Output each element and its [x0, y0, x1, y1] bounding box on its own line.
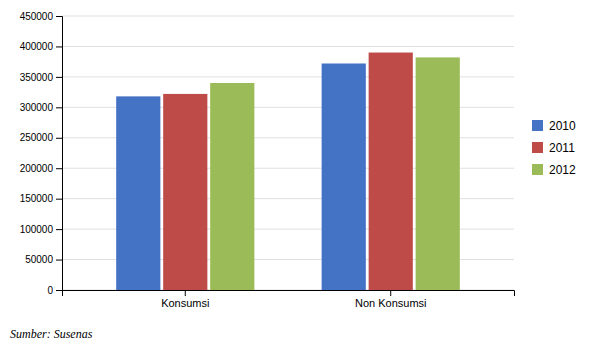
tick: 200000	[20, 163, 62, 174]
tick-mark	[56, 107, 62, 108]
chart: 0 50000 100000 150000 200000 250000 300000 3500…	[0, 0, 614, 346]
legend-swatch	[532, 142, 543, 153]
legend-label: 2010	[549, 119, 576, 133]
legend-label: 2012	[549, 163, 576, 177]
y-axis: 0 50000 100000 150000 200000 250000 300000 3500…	[20, 11, 63, 296]
axis-line	[56, 17, 63, 291]
tick: 400000	[20, 41, 62, 52]
tick-label: 300000	[20, 102, 54, 113]
tick-label: 350000	[20, 72, 54, 83]
tick-label: 0	[47, 285, 53, 296]
legend-item: 2010	[532, 119, 576, 133]
tick-label: Konsumsi	[161, 297, 209, 309]
legend-swatch	[532, 164, 543, 175]
tick: 350000	[20, 72, 62, 83]
tick: Non Konsumsi	[355, 290, 427, 309]
source-note: Sumber: Susenas	[10, 327, 93, 341]
tick: Konsumsi	[161, 290, 209, 309]
tick-mark	[390, 290, 391, 296]
bar	[416, 57, 460, 290]
tick-mark	[56, 77, 62, 78]
bar	[116, 96, 160, 290]
tick: 50000	[25, 254, 62, 265]
tick-label: 200000	[20, 163, 54, 174]
tick: 0	[47, 285, 62, 296]
tick: 250000	[20, 132, 62, 143]
tick-mark	[56, 138, 62, 139]
bar-series	[210, 57, 460, 290]
tick: 100000	[20, 224, 62, 235]
bar	[369, 53, 413, 290]
tick-mark	[56, 168, 62, 169]
tick-label: 50000	[25, 254, 53, 265]
tick: 300000	[20, 102, 62, 113]
tick: 450000	[20, 11, 62, 22]
bars	[116, 53, 460, 290]
legend-swatch	[532, 120, 543, 131]
tick-mark	[56, 46, 62, 47]
tick-label: 150000	[20, 193, 54, 204]
plot: 0 50000 100000 150000 200000 250000 300000 3500…	[20, 11, 515, 309]
tick-mark	[56, 260, 62, 261]
bar	[163, 94, 207, 290]
bar	[322, 63, 366, 290]
bar	[210, 83, 254, 290]
tick-mark	[56, 229, 62, 230]
grid-line	[62, 16, 514, 17]
legend: 2010 2011 2012	[532, 119, 576, 177]
tick-mark	[56, 290, 62, 291]
tick-label: 450000	[20, 11, 54, 22]
tick-label: Non Konsumsi	[355, 297, 427, 309]
tick-mark	[56, 199, 62, 200]
tick-mark	[185, 290, 186, 296]
tick: 150000	[20, 193, 62, 204]
tick-mark	[56, 16, 62, 17]
bar-series	[116, 63, 366, 290]
tick-label: 250000	[20, 132, 54, 143]
tick-label: 100000	[20, 224, 54, 235]
x-axis: Konsumsi Non Konsumsi	[63, 290, 515, 309]
grid-line	[62, 46, 514, 47]
axis-line	[63, 291, 515, 297]
legend-label: 2011	[549, 141, 575, 155]
tick-label: 400000	[20, 41, 54, 52]
grid	[62, 16, 514, 290]
bar-series	[163, 53, 413, 290]
legend-item: 2012	[532, 163, 576, 177]
legend-item: 2011	[532, 141, 575, 155]
